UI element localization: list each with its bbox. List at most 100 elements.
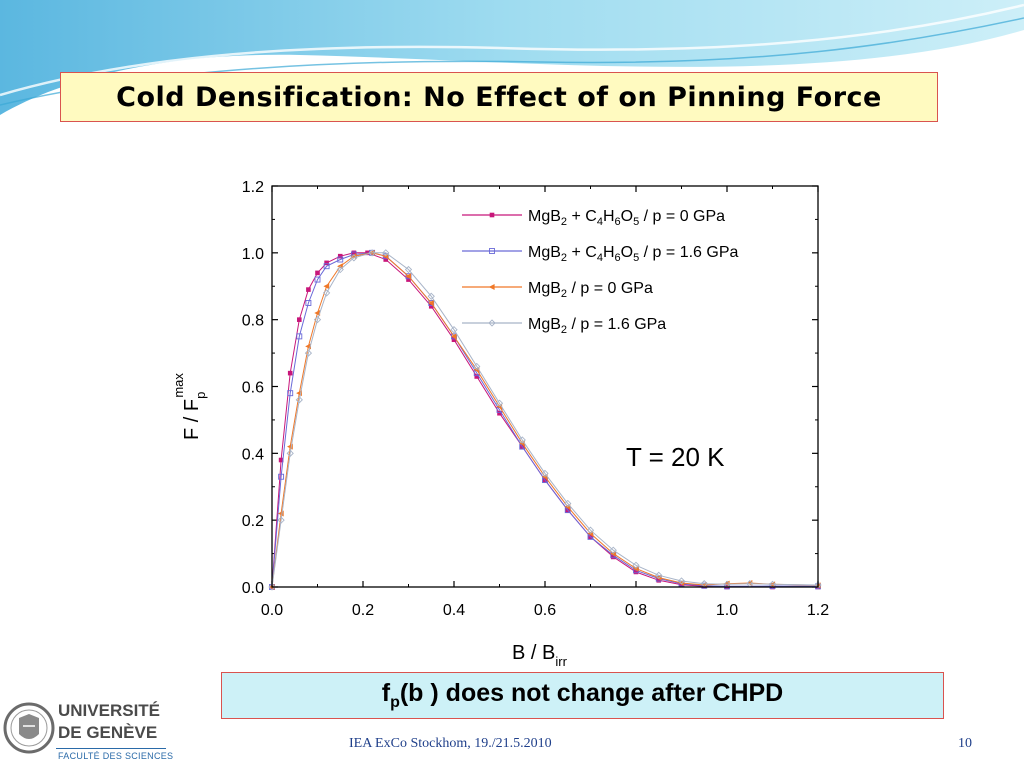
data-point (295, 396, 303, 404)
legend-entry-4: MgB2 / p = 1.6 GPa (462, 316, 666, 336)
series-line (271, 252, 819, 588)
conclusion-text: fp(b ) does not change after CHPD (381, 679, 784, 711)
data-point (286, 449, 294, 457)
legend-marker (489, 212, 495, 218)
data-point (541, 469, 549, 478)
data-point (287, 390, 294, 397)
data-point (406, 277, 411, 282)
x-tick-label: 1.2 (807, 602, 829, 619)
svg-text:F / Fpmax: F / Fpmax (171, 373, 208, 440)
legend-entry-3: MgB2 / p = 0 GPa (462, 280, 653, 300)
series-line (271, 252, 819, 588)
data-point (304, 349, 313, 357)
pinning-force-chart: 0.0 0.2 0.4 0.6 0.8 1.0 1.2 0.0 0.2 0.4 0.6 0.8 1.0 1… (171, 179, 829, 669)
y-tick-label: 1.2 (242, 179, 264, 196)
data-point (450, 333, 457, 340)
data-point (633, 569, 639, 575)
x-tick-label: 0.8 (625, 602, 647, 619)
data-point (655, 571, 663, 579)
data-point (296, 333, 303, 340)
data-point (323, 283, 330, 290)
x-tick-label: 0.6 (534, 602, 556, 619)
legend-marker (488, 284, 495, 290)
conclusion-box: fp(b ) does not change after CHPD (221, 672, 944, 719)
data-point (656, 578, 662, 583)
footer-conference: IEA ExCo Stockhom, 19./21.5.2010 (349, 736, 552, 751)
data-point (405, 273, 412, 280)
page-number: 10 (958, 736, 972, 751)
data-point (679, 582, 684, 587)
series-line (271, 252, 818, 588)
data-point (351, 250, 357, 256)
series-line (271, 252, 819, 588)
y-tick-label: 0.2 (242, 513, 264, 530)
y-tick-label: 0.4 (242, 446, 264, 463)
data-point (368, 249, 376, 257)
faculty-name: FACULTÉ DES SCIENCES (58, 751, 174, 761)
data-point (474, 374, 480, 379)
data-point (632, 561, 640, 569)
data-point (313, 316, 322, 324)
data-point (586, 526, 595, 534)
data-point (278, 457, 284, 463)
series-1 (269, 250, 821, 590)
y-tick-label: 0.6 (242, 380, 264, 397)
university-name: UNIVERSITÉ DE GENÈVE (58, 701, 161, 742)
data-point (268, 583, 276, 591)
data-point (518, 436, 526, 444)
data-point (314, 309, 321, 316)
legend-label: MgB2 / p = 0 GPa (528, 280, 653, 300)
legend-entry-2: MgB2 + C4H6O5 / p = 1.6 GPa (462, 244, 738, 264)
x-tick-label: 0.0 (261, 602, 283, 619)
data-point (677, 577, 686, 585)
data-point (287, 370, 293, 376)
data-point (609, 546, 617, 554)
data-point (336, 265, 344, 274)
data-point (277, 516, 285, 524)
x-tick-label: 1.0 (716, 602, 738, 619)
x-axis-label: B / Birr (512, 642, 568, 669)
data-point (323, 263, 330, 270)
legend-label: MgB2 / p = 1.6 GPa (528, 316, 666, 336)
legend-label: MgB2 + C4H6O5 / p = 0 GPa (528, 208, 725, 228)
data-point (383, 257, 389, 262)
data-point (404, 265, 413, 274)
data-point (473, 362, 481, 371)
data-point (564, 499, 572, 508)
data-point (497, 410, 502, 416)
data-point (337, 256, 344, 263)
data-point (306, 287, 311, 292)
data-point (324, 260, 329, 266)
legend-entry-1: MgB2 + C4H6O5 / p = 0 GPa (462, 208, 725, 228)
data-point (305, 300, 312, 306)
data-point (297, 317, 302, 322)
data-point (428, 304, 434, 309)
series-4 (268, 249, 822, 591)
y-tick-label: 0.8 (242, 313, 264, 330)
data-point (427, 292, 435, 300)
y-axis-label: F / Fpmax (171, 373, 208, 440)
data-point (495, 399, 504, 407)
data-point (814, 581, 822, 589)
slide-title: Cold Densification: No Effect of on Pinn… (116, 81, 882, 113)
plot-frame (271, 185, 819, 588)
data-point (350, 254, 358, 262)
y-tick-label: 0.0 (242, 580, 264, 597)
series-2 (269, 249, 821, 590)
x-tick-label: 0.2 (352, 602, 374, 619)
y-tick-label: 1.0 (242, 246, 264, 263)
data-point (337, 253, 343, 259)
data-point (278, 473, 285, 480)
data-point (314, 276, 321, 283)
temperature-annotation: T = 20 K (626, 442, 725, 472)
legend-marker (488, 319, 496, 327)
data-point (610, 554, 616, 560)
series-3 (268, 249, 821, 590)
legend-label: MgB2 + C4H6O5 / p = 1.6 GPa (528, 244, 738, 264)
legend-marker (489, 248, 495, 254)
data-point (315, 270, 320, 276)
x-tick-label: 0.4 (443, 602, 465, 619)
data-point (428, 299, 434, 306)
svg-text:B / Birr: B / Birr (512, 642, 568, 669)
slide-title-box: Cold Densification: No Effect of on Pinn… (60, 72, 938, 122)
